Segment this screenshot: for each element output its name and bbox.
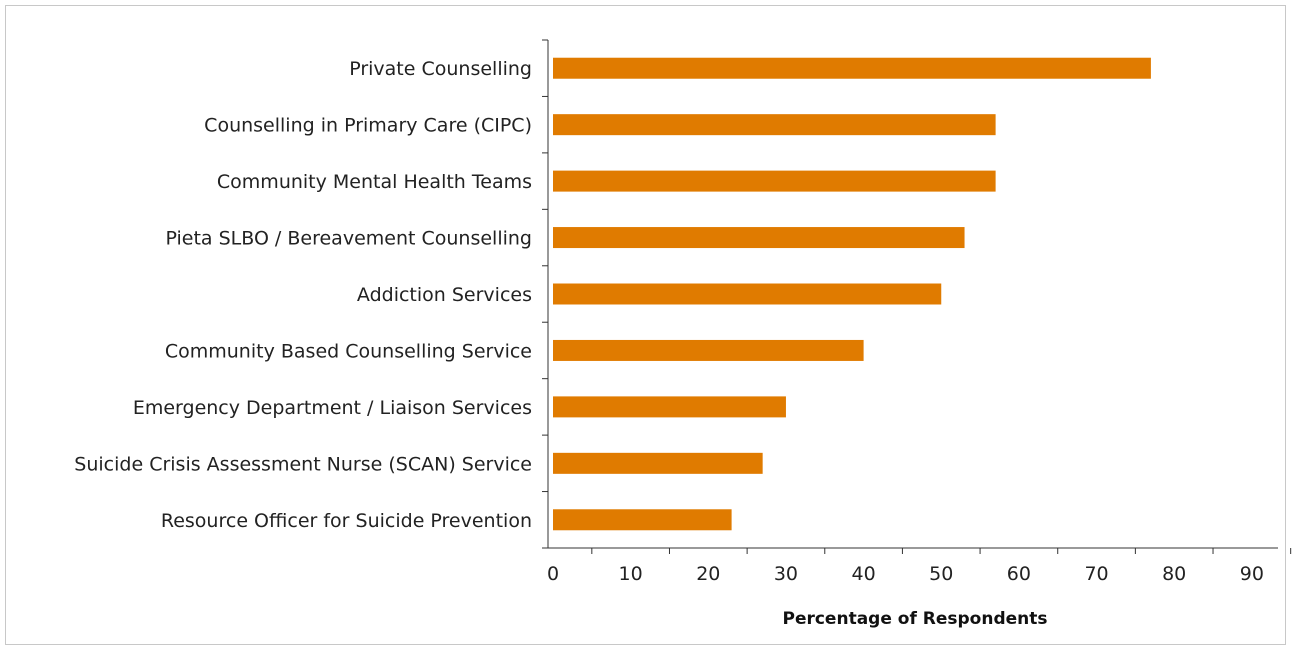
chart-frame	[5, 5, 1286, 645]
category-label: Community Based Counselling Service	[165, 340, 532, 362]
x-ticks-group: 0 10 20 30 40 50 60 70 80 90	[547, 548, 1292, 585]
category-label: Suicide Crisis Assessment Nurse (SCAN) S…	[74, 453, 532, 475]
x-axis-title: Percentage of Respondents	[782, 609, 1047, 629]
bar	[553, 227, 965, 249]
bar	[553, 339, 864, 361]
x-tick-label: 30	[774, 563, 798, 585]
x-tick-label: 0	[547, 563, 559, 585]
category-label: Addiction Services	[357, 284, 532, 306]
x-tick-label: 20	[696, 563, 720, 585]
y-ticks-group	[542, 39, 548, 549]
x-tick-label: 90	[1240, 563, 1264, 585]
bar	[553, 170, 996, 192]
bar	[553, 452, 763, 474]
category-label: Community Mental Health Teams	[217, 171, 532, 193]
x-tick-label: 10	[619, 563, 643, 585]
bar	[553, 57, 1151, 79]
category-label: Pieta SLBO / Bereavement Counselling	[165, 228, 532, 250]
category-label: Counselling in Primary Care (CIPC)	[204, 115, 532, 137]
bars-group	[553, 57, 1151, 531]
bar	[553, 114, 996, 136]
category-label: Emergency Department / Liaison Services	[133, 397, 532, 419]
x-tick-label: 80	[1162, 563, 1186, 585]
bar	[553, 396, 786, 418]
x-tick-label: 60	[1007, 563, 1031, 585]
x-tick-label: 70	[1084, 563, 1108, 585]
x-tick-label: 40	[852, 563, 876, 585]
category-label: Resource Officer for Suicide Prevention	[161, 510, 532, 532]
x-tick-label: 50	[929, 563, 953, 585]
bar	[553, 283, 942, 305]
bar	[553, 509, 732, 531]
category-label: Private Counselling	[349, 58, 532, 80]
category-labels-group: Private Counselling Counselling in Primar…	[74, 58, 532, 532]
